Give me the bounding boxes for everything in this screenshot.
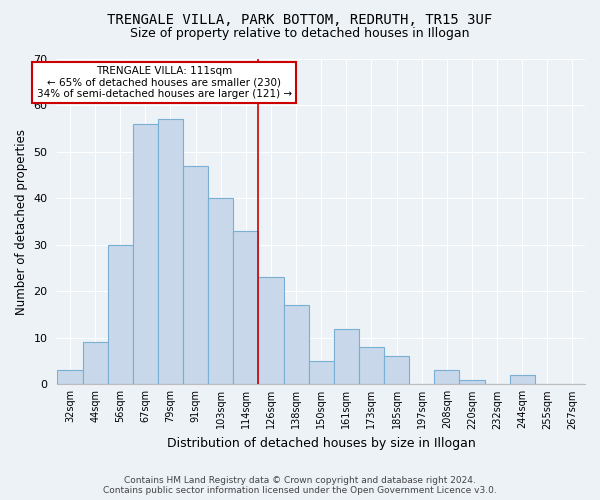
Bar [284, 306, 308, 384]
Bar [133, 124, 158, 384]
X-axis label: Distribution of detached houses by size in Illogan: Distribution of detached houses by size … [167, 437, 476, 450]
Bar [308, 361, 334, 384]
Bar [183, 166, 208, 384]
Bar [107, 245, 133, 384]
Bar [460, 380, 485, 384]
Bar [259, 278, 284, 384]
Bar [509, 375, 535, 384]
Text: TRENGALE VILLA, PARK BOTTOM, REDRUTH, TR15 3UF: TRENGALE VILLA, PARK BOTTOM, REDRUTH, TR… [107, 12, 493, 26]
Bar [334, 328, 359, 384]
Bar [83, 342, 107, 384]
Y-axis label: Number of detached properties: Number of detached properties [15, 128, 28, 314]
Bar [58, 370, 83, 384]
Text: TRENGALE VILLA: 111sqm
← 65% of detached houses are smaller (230)
34% of semi-de: TRENGALE VILLA: 111sqm ← 65% of detached… [37, 66, 292, 99]
Bar [434, 370, 460, 384]
Text: Size of property relative to detached houses in Illogan: Size of property relative to detached ho… [130, 28, 470, 40]
Bar [359, 347, 384, 385]
Bar [384, 356, 409, 384]
Bar [158, 120, 183, 384]
Bar [208, 198, 233, 384]
Bar [233, 231, 259, 384]
Text: Contains HM Land Registry data © Crown copyright and database right 2024.
Contai: Contains HM Land Registry data © Crown c… [103, 476, 497, 495]
